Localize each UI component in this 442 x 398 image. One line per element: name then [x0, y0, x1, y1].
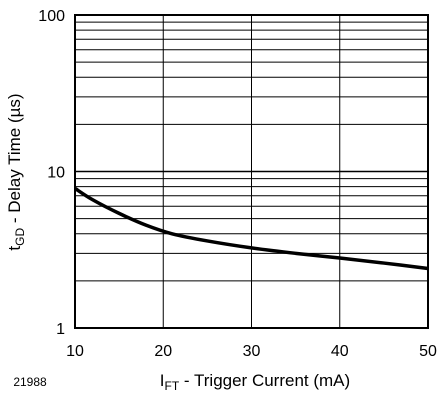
x-axis-label: IFT - Trigger Current (mA) — [160, 371, 350, 393]
x-tick-label: 10 — [66, 343, 84, 360]
x-tick-label: 30 — [243, 343, 261, 360]
y-tick-label: 1 — [56, 321, 65, 338]
y-tick-label: 100 — [38, 8, 65, 25]
delay-time-curve — [74, 186, 429, 271]
x-tick-label: 40 — [331, 343, 349, 360]
grid-layer — [74, 15, 429, 329]
series-layer — [74, 186, 429, 271]
plot-frame — [74, 14, 429, 329]
x-tick-label: 20 — [154, 343, 172, 360]
y-axis-label: tGD - Delay Time (µs) — [5, 93, 27, 250]
figure-id: 21988 — [13, 375, 47, 389]
y-tick-label: 10 — [47, 165, 65, 182]
x-tick-label: 50 — [419, 343, 437, 360]
